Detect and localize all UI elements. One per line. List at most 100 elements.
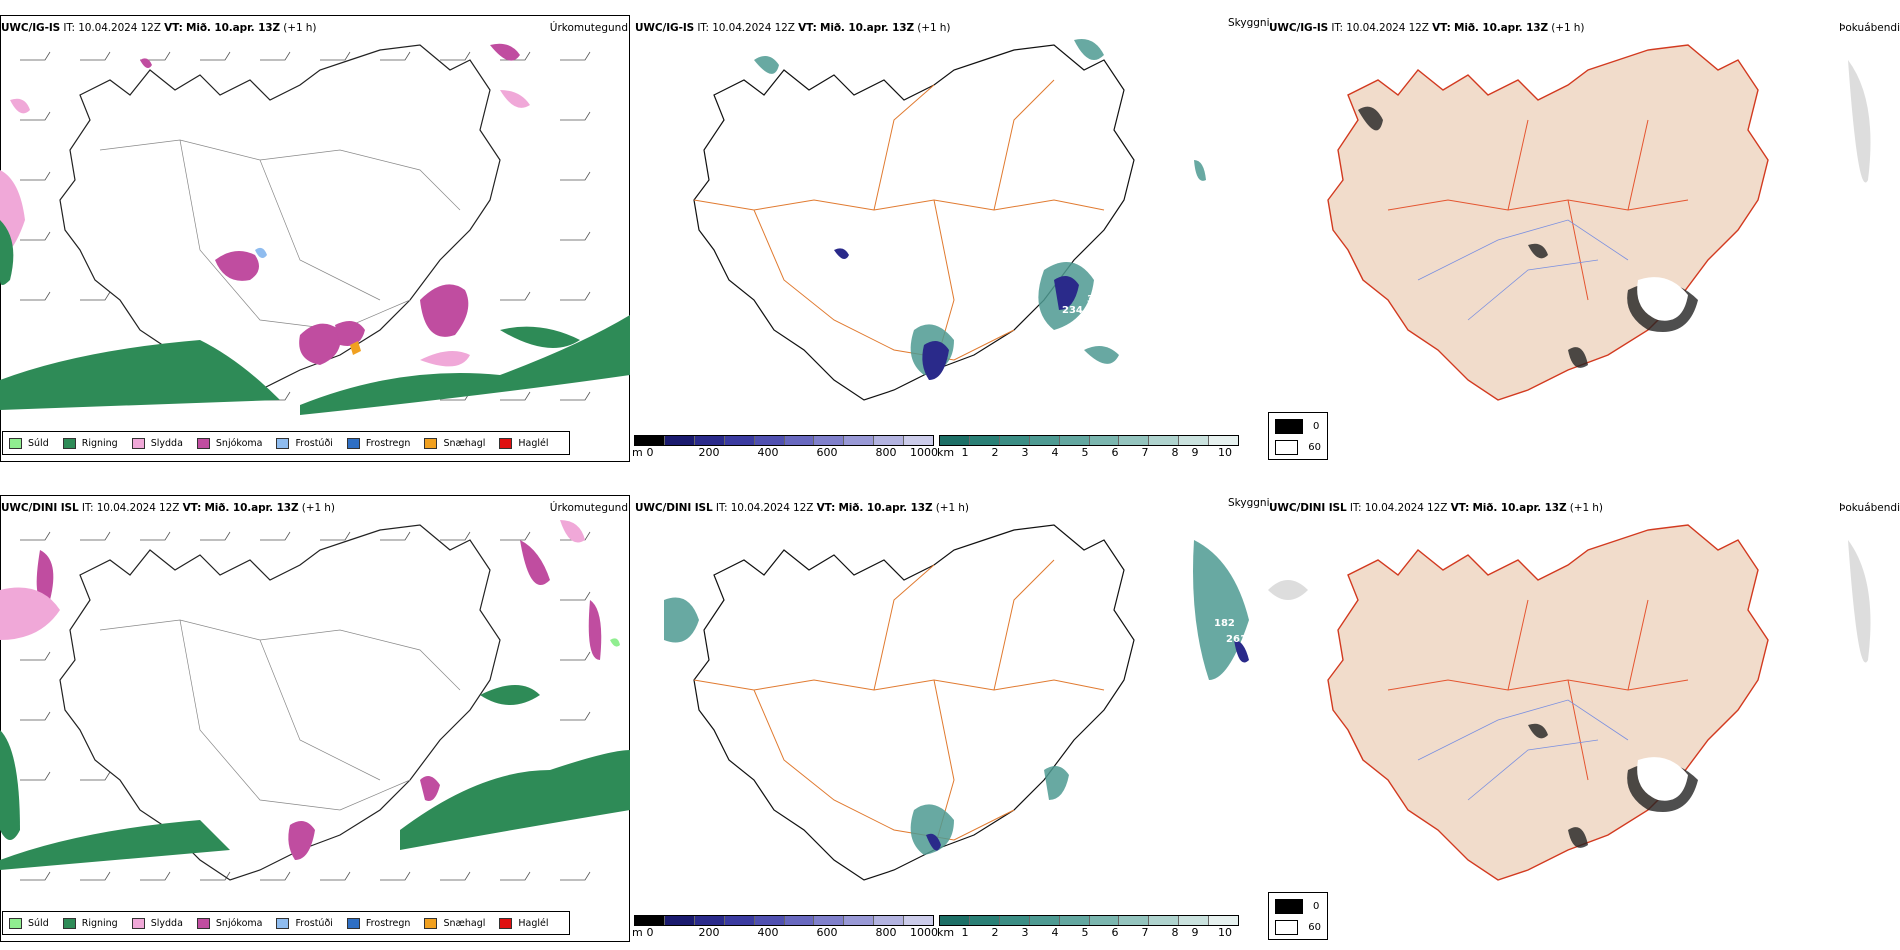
legend-swatch (346, 917, 360, 929)
legend-item: Súld (9, 437, 49, 449)
legend-swatch (131, 437, 145, 449)
island-fill (1327, 524, 1769, 881)
legend-item: Snæhagl (424, 437, 485, 449)
colorbar-cells (939, 915, 1239, 926)
coastline (693, 44, 1135, 401)
legend-swatch (424, 437, 438, 449)
panel-header: UWC/IG-IS IT: 10.04.2024 12Z VT: Mið. 10… (1, 22, 317, 34)
panel-type-label: Þokuábendi (1839, 502, 1900, 514)
panel-header: UWC/DINI ISL IT: 10.04.2024 12Z VT: Mið.… (1, 502, 335, 514)
legend-item: Frostregn (346, 917, 410, 929)
panel-type-label: Þokuábendi (1839, 22, 1900, 34)
legend-swatch (131, 917, 145, 929)
legend-swatch (276, 437, 290, 449)
fog-panel-row2: UWC/DINI ISL IT: 10.04.2024 12Z VT: Mið.… (1268, 480, 1900, 945)
legend-swatch (196, 437, 210, 449)
legend-swatch (499, 437, 513, 449)
panel-type-label: Úrkomutegund (549, 22, 628, 34)
panel-type-label: Skyggni (1228, 17, 1270, 29)
legend-swatch (424, 917, 438, 929)
legend-item: Frostúði (276, 917, 333, 929)
precip-type-legend: Súld Rigning Slydda Snjókoma Frostúði Fr… (2, 431, 570, 455)
fog-legend-item: 0 (1275, 419, 1321, 434)
visibility-value: 216 (1062, 336, 1083, 347)
colorbar-km: km 1 2 3 4 5 6 7 8 9 10 (937, 435, 1239, 459)
visibility-value: 234 (1062, 305, 1083, 316)
visibility-value: 13 (1120, 742, 1134, 753)
colorbar-m: m 0 200 400 600 800 1000 (632, 915, 938, 939)
legend-swatch (9, 437, 22, 449)
map-frame (0, 495, 630, 942)
colorbar-cells (634, 435, 934, 446)
visibility-value: 114 (1118, 262, 1139, 273)
visibility-value: 12 (787, 87, 801, 98)
visibility-value-labels: 182 261 92 152 13 (930, 618, 1247, 871)
fog-panel-row1: UWC/IG-IS IT: 10.04.2024 12Z VT: Mið. 10… (1268, 0, 1900, 465)
visibility-value: 68 (946, 385, 960, 396)
legend-item: Frostúði (276, 437, 333, 449)
legend-item: Haglél (499, 437, 549, 449)
fog-legend-item: 0 (1275, 899, 1321, 914)
island-fill (1327, 44, 1769, 401)
colorbar-labels: m 0 200 400 600 800 1000 (632, 446, 938, 459)
visibility-value: 24 (879, 268, 893, 279)
panel-type-label: Úrkomutegund (549, 502, 628, 514)
legend-swatch (1275, 899, 1303, 914)
visibility-map: 12 24 68 234 394 216 114 (693, 39, 1206, 401)
panel-type-label: Skyggni (1228, 497, 1270, 509)
legend-swatch (9, 917, 22, 929)
legend-item: Snjókoma (196, 437, 262, 449)
legend-swatch (1275, 920, 1299, 935)
panel-header: UWC/DINI ISL IT: 10.04.2024 12Z VT: Mið.… (1269, 502, 1603, 514)
panel-header: UWC/IG-IS IT: 10.04.2024 12Z VT: Mið. 10… (635, 22, 951, 34)
visibility-value: 92 (930, 860, 944, 871)
colorbar-cells (634, 915, 934, 926)
legend-item: Snæhagl (424, 917, 485, 929)
legend-item: Haglél (499, 917, 549, 929)
fog-map (1327, 44, 1871, 401)
colorbar-labels: km 1 2 3 4 5 6 7 8 9 10 (937, 926, 1232, 939)
colorbar-labels: m 0 200 400 600 800 1000 (632, 926, 938, 939)
legend-swatch (346, 437, 360, 449)
legend-item: Frostregn (346, 437, 410, 449)
fog-legend: 0 60 (1268, 412, 1328, 460)
legend-item: Snjókoma (196, 917, 262, 929)
visibility-value: 394 (1087, 294, 1108, 305)
legend-item: Slydda (131, 917, 183, 929)
legend-swatch (62, 917, 76, 929)
fog-legend: 0 60 (1268, 892, 1328, 940)
precip-type-legend: Súld Rigning Slydda Snjókoma Frostúði Fr… (2, 911, 570, 935)
coastline (693, 524, 1135, 881)
colorbar-km: km 1 2 3 4 5 6 7 8 9 10 (937, 915, 1239, 939)
legend-item: Slydda (131, 437, 183, 449)
visibility-value-labels: 12 24 68 234 394 216 114 (787, 87, 1139, 396)
colorbar-labels: km 1 2 3 4 5 6 7 8 9 10 (937, 446, 1232, 459)
panel-header: UWC/DINI ISL IT: 10.04.2024 12Z VT: Mið.… (635, 502, 969, 514)
precip-type-panel-row1: UWC/IG-IS IT: 10.04.2024 12Z VT: Mið. 10… (0, 0, 632, 465)
panel-header: UWC/IG-IS IT: 10.04.2024 12Z VT: Mið. 10… (1269, 22, 1585, 34)
legend-swatch (196, 917, 210, 929)
precip-type-panel-row2: UWC/DINI ISL IT: 10.04.2024 12Z VT: Mið.… (0, 480, 632, 945)
visibility-panel-row1: UWC/IG-IS IT: 10.04.2024 12Z VT: Mið. 10… (632, 0, 1270, 465)
roads (693, 79, 1105, 371)
precip-type-map (0, 43, 630, 415)
fog-map (1268, 524, 1871, 881)
legend-swatch (1275, 419, 1303, 434)
visibility-map: 182 261 92 152 13 (664, 524, 1249, 881)
coastline (59, 44, 501, 401)
legend-item: Súld (9, 917, 49, 929)
legend-item: Rigning (62, 437, 118, 449)
colorbar-cells (939, 435, 1239, 446)
fog-legend-item: 60 (1275, 440, 1321, 455)
legend-swatch (62, 437, 76, 449)
visibility-value: 261 (1226, 634, 1247, 645)
legend-item: Rigning (62, 917, 118, 929)
legend-swatch (1275, 440, 1299, 455)
legend-swatch (499, 917, 513, 929)
visibility-value: 182 (1214, 618, 1235, 629)
precip-type-map (0, 520, 630, 881)
legend-swatch (276, 917, 290, 929)
colorbar-m: m 0 200 400 600 800 1000 (632, 435, 938, 459)
fog-legend-item: 60 (1275, 920, 1321, 935)
visibility-value: 152 (1062, 792, 1083, 803)
